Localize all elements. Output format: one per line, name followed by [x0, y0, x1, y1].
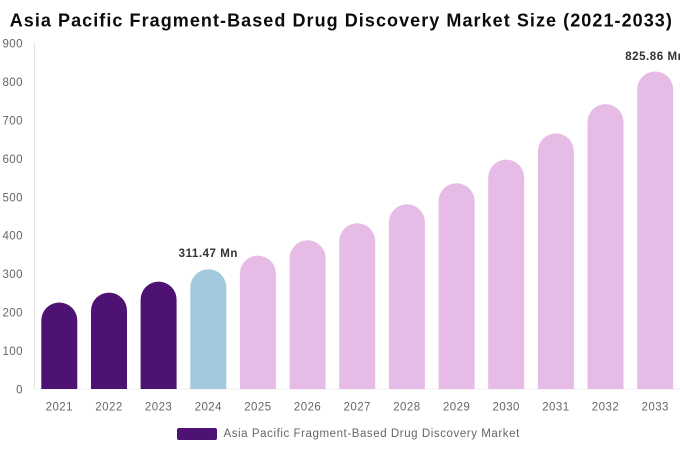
svg-text:200: 200: [2, 308, 23, 320]
svg-text:400: 400: [2, 231, 23, 243]
svg-text:825.86 Mn: 825.86 Mn: [625, 51, 680, 63]
svg-text:2030: 2030: [493, 401, 520, 413]
svg-text:500: 500: [2, 192, 23, 204]
svg-text:800: 800: [2, 77, 23, 89]
svg-text:100: 100: [2, 346, 23, 358]
svg-text:0: 0: [16, 385, 23, 397]
svg-text:2027: 2027: [344, 401, 371, 413]
svg-text:311.47 Mn: 311.47 Mn: [179, 248, 238, 260]
svg-text:Asia Pacific Fragment-Based Dr: Asia Pacific Fragment-Based Drug Discove…: [224, 428, 521, 440]
svg-text:2023: 2023: [145, 401, 172, 413]
svg-text:2021: 2021: [46, 401, 73, 413]
svg-text:2032: 2032: [592, 401, 619, 413]
svg-text:2029: 2029: [443, 401, 470, 413]
svg-text:2028: 2028: [393, 401, 420, 413]
svg-text:2031: 2031: [542, 401, 569, 413]
svg-text:2025: 2025: [244, 401, 271, 413]
svg-text:700: 700: [2, 115, 23, 127]
svg-text:600: 600: [2, 154, 23, 166]
svg-text:2024: 2024: [195, 401, 223, 413]
svg-text:2026: 2026: [294, 401, 321, 413]
svg-text:2022: 2022: [95, 401, 122, 413]
svg-text:300: 300: [2, 269, 23, 281]
svg-text:Asia Pacific Fragment-Based Dr: Asia Pacific Fragment-Based Drug Discove…: [10, 11, 673, 31]
svg-text:900: 900: [2, 39, 23, 51]
svg-text:2033: 2033: [642, 401, 669, 413]
